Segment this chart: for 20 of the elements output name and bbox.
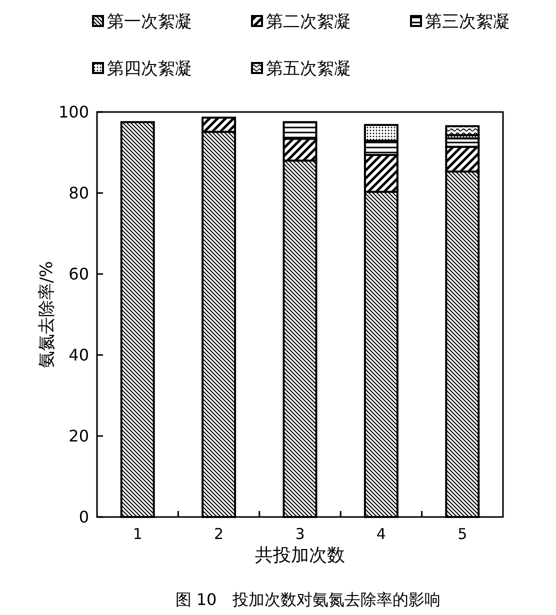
legend-label: 第一次絮凝: [107, 12, 192, 32]
legend-label: 第四次絮凝: [107, 59, 192, 79]
y-tick-label: 60: [68, 264, 89, 284]
legend-label: 第三次絮凝: [425, 12, 510, 32]
y-tick-label: 80: [68, 184, 89, 203]
y-tick-label: 100: [58, 102, 89, 122]
y-tick-label: 40: [68, 346, 89, 365]
legend-label: 第五次絮凝: [266, 59, 351, 79]
y-tick-label: 20: [68, 426, 89, 446]
x-axis-title: 共投加次数: [255, 545, 345, 566]
x-tick-label: 5: [458, 525, 468, 543]
x-tick-label: 1: [132, 525, 142, 543]
x-tick-label: 3: [295, 525, 305, 543]
x-tick-label: 2: [214, 525, 224, 543]
legend-label: 第二次絮凝: [266, 12, 351, 32]
y-tick-label: 0: [78, 508, 89, 527]
x-tick-label: 4: [376, 525, 386, 543]
y-axis-title: 氨氮去除率/%: [37, 261, 57, 368]
text: 图 10 投加次数对氨氮去除率的影响: [175, 590, 441, 609]
bar: [445, 125, 480, 136]
